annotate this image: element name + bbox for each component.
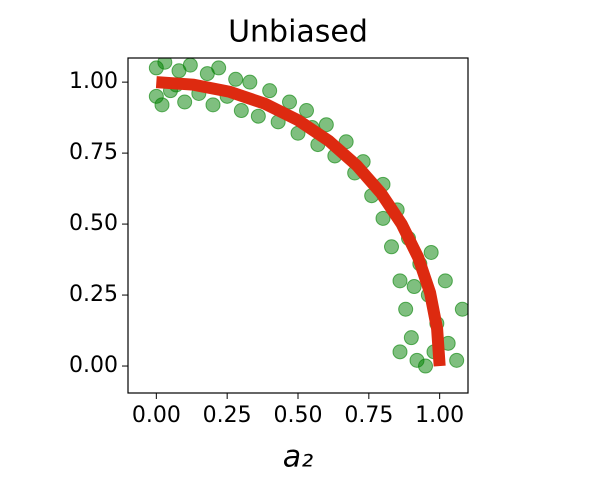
x-tick-label: 0.75 [344,403,393,428]
scatter-point [177,94,193,110]
scatter-point [242,74,258,90]
y-tick-label: 0.50 [69,211,118,236]
scatter-point [449,352,465,368]
scatter-point [437,273,453,289]
scatter-point [228,71,244,87]
y-tick-label: 0.00 [69,353,118,378]
scatter-point [154,97,170,113]
x-tick-label: 0.00 [132,403,181,428]
scatter-point [423,244,439,260]
scatter-point [250,108,266,124]
scatter-point [392,273,408,289]
scatter-point [392,344,408,360]
scatter-point [406,279,422,295]
scatter-point [233,103,249,119]
y-tick-label: 0.75 [69,140,118,165]
scatter-point [398,301,414,317]
x-axis-label: a₂ [283,440,313,475]
scatter-point [375,210,391,226]
plot-area [148,58,468,374]
scatter-point [403,330,419,346]
y-tick-label: 0.25 [69,282,118,307]
x-tick-label: 1.00 [415,403,464,428]
scatter-point [384,239,399,255]
scatter-point [205,97,221,113]
x-tick-label: 0.25 [203,403,252,428]
y-tick-label: 1.00 [69,69,118,94]
scatter-point [299,103,314,119]
axes-frame [127,57,469,394]
chart-title: Unbiased [228,15,368,50]
scatter-point [182,58,198,73]
curve [155,76,446,367]
x-tick-label: 0.50 [274,403,323,428]
scatter-point [211,60,227,76]
scatter-point [262,83,278,99]
scatter-point [157,58,173,70]
scatter-point [318,117,334,133]
scatter-point [454,301,468,317]
scatter-point [418,358,433,374]
scatter-point [282,94,297,110]
